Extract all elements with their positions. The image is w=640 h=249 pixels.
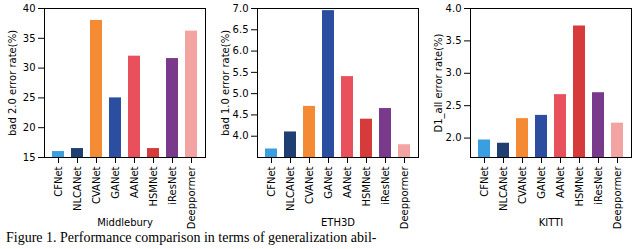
svg-text:Middlebury: Middlebury [97,217,153,228]
svg-text:Deeppormer: Deeppormer [612,166,623,229]
svg-text:5.0: 5.0 [233,88,249,99]
svg-text:30: 30 [23,62,36,73]
svg-text:2.5: 2.5 [446,100,462,111]
svg-text:CFNet: CFNet [479,166,490,196]
svg-text:20: 20 [23,122,36,133]
svg-text:D1_all error rate(%): D1_all error rate(%) [433,33,445,132]
svg-text:NLCANet: NLCANet [498,166,509,211]
svg-text:6.0: 6.0 [233,45,249,56]
html-text:Figure 1. Performance comparis: Figure 1. Performance comparison in term… [6,230,377,245]
svg-text:2.0: 2.0 [446,132,462,143]
svg-text:CFNet: CFNet [53,166,64,196]
svg-text:HSMNet: HSMNet [361,166,372,206]
svg-text:CVANet: CVANet [517,166,528,204]
svg-text:HSMNet: HSMNet [148,166,159,206]
svg-text:40: 40 [23,3,36,14]
svg-text:AANet: AANet [342,166,353,198]
svg-text:CFNet: CFNet [266,166,277,196]
svg-text:25: 25 [23,92,36,103]
svg-text:15: 15 [23,152,36,163]
svg-text:bad 2.0 error rate(%): bad 2.0 error rate(%) [7,30,18,136]
svg-text:4.0: 4.0 [446,3,462,14]
svg-text:AANet: AANet [555,166,566,198]
svg-text:GANet: GANet [536,166,547,198]
svg-text:ETH3D: ETH3D [321,217,355,228]
svg-text:CVANet: CVANet [91,166,102,204]
svg-text:6.5: 6.5 [233,24,249,35]
svg-text:3.5: 3.5 [446,35,462,46]
svg-text:iResNet: iResNet [167,166,178,204]
svg-text:iResNet: iResNet [380,166,391,204]
svg-text:7.0: 7.0 [233,3,249,14]
svg-text:NLCANet: NLCANet [72,166,83,211]
svg-text:iResNet: iResNet [593,166,604,204]
svg-text:NLCANet: NLCANet [285,166,296,211]
svg-text:GANet: GANet [110,166,121,198]
svg-text:AANet: AANet [129,166,140,198]
svg-text:4.5: 4.5 [233,109,249,120]
svg-text:Deeppormer: Deeppormer [399,166,410,229]
svg-text:KITTI: KITTI [539,217,564,228]
svg-text:HSMNet: HSMNet [574,166,585,206]
svg-text:GANet: GANet [323,166,334,198]
svg-text:bad 1.0 error rate(%): bad 1.0 error rate(%) [220,30,231,136]
svg-text:Deeppormer: Deeppormer [186,166,197,229]
svg-text:4.0: 4.0 [233,130,249,141]
svg-text:3.0: 3.0 [446,67,462,78]
svg-text:5.5: 5.5 [233,67,249,78]
svg-text:35: 35 [23,33,36,44]
svg-text:CVANet: CVANet [304,166,315,204]
